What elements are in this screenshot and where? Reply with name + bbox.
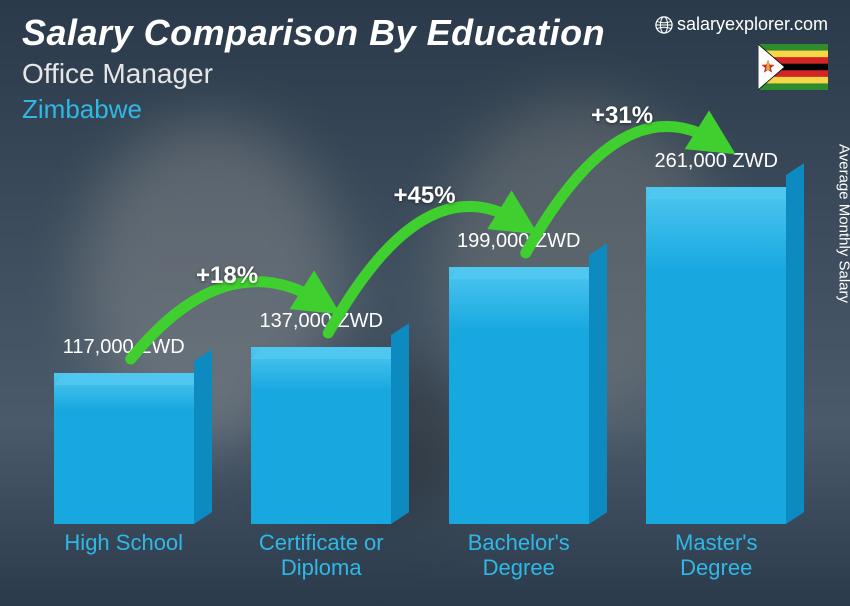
bar-value-label: 117,000 ZWD: [63, 336, 185, 359]
bar-slot: 199,000 ZWD: [435, 230, 603, 524]
bar-side-face: [589, 243, 607, 524]
increase-label: +18%: [196, 262, 258, 290]
bar-top-face: [54, 373, 204, 385]
subtitle: Office Manager: [22, 58, 605, 90]
bar-slot: 137,000 ZWD: [238, 310, 406, 524]
infographic-stage: Salary Comparison By Education Office Ma…: [0, 0, 850, 606]
bar-slot: 117,000 ZWD: [40, 336, 208, 524]
salary-bar-chart: 117,000 ZWD 137,000 ZWD 199,000 ZWD 261,000…: [40, 150, 800, 580]
site-brand: salaryexplorer.com: [655, 14, 828, 35]
category-label: Bachelor'sDegree: [435, 524, 603, 580]
bar-side-face: [391, 323, 409, 524]
bar-slot: 261,000 ZWD: [633, 150, 801, 524]
y-axis-label: Average Monthly Salary: [836, 144, 850, 303]
bar-front: [646, 187, 786, 524]
bar: [54, 373, 194, 524]
title-block: Salary Comparison By Education Office Ma…: [22, 12, 605, 125]
increase-label: +45%: [394, 182, 456, 210]
bar-top-face: [646, 187, 796, 199]
globe-icon: [655, 16, 673, 34]
country-name: Zimbabwe: [22, 94, 605, 125]
page-title: Salary Comparison By Education: [22, 12, 605, 54]
bar: [251, 347, 391, 524]
zimbabwe-flag-icon: [758, 44, 828, 90]
bar-side-face: [194, 349, 212, 524]
increase-label: +31%: [591, 102, 653, 130]
bar-front: [449, 267, 589, 524]
site-name: salaryexplorer.com: [677, 14, 828, 35]
bar: [646, 187, 786, 524]
category-label: Master'sDegree: [633, 524, 801, 580]
bar-front: [54, 373, 194, 524]
bar-side-face: [786, 163, 804, 524]
category-label: High School: [40, 524, 208, 580]
bar-value-label: 137,000 ZWD: [260, 310, 383, 333]
bar-front: [251, 347, 391, 524]
category-labels: High School Certificate orDiploma Bachelor…: [40, 524, 800, 580]
bar-value-label: 261,000 ZWD: [655, 150, 778, 173]
bar-top-face: [449, 267, 599, 279]
bar-top-face: [251, 347, 401, 359]
category-label: Certificate orDiploma: [238, 524, 406, 580]
bar-value-label: 199,000 ZWD: [457, 230, 580, 253]
bar: [449, 267, 589, 524]
